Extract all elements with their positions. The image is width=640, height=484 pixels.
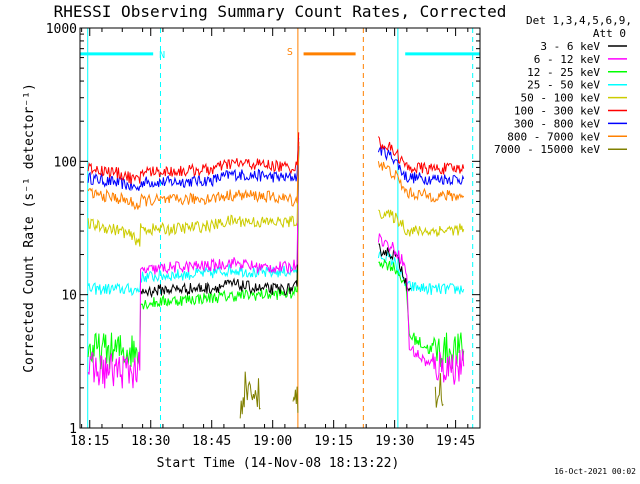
series-trace	[377, 161, 465, 203]
series-trace	[292, 386, 299, 413]
footer-timestamp: 16-Oct-2021 00:02	[554, 467, 636, 476]
x-tick-label: 18:30	[131, 434, 170, 449]
series-trace	[377, 136, 465, 175]
x-tick-label: 18:15	[70, 434, 109, 449]
saa-label: S	[287, 47, 293, 58]
series-trace	[377, 233, 465, 385]
series-trace	[239, 371, 261, 419]
series-trace	[87, 141, 300, 247]
x-tick-label: 18:45	[192, 434, 231, 449]
series-50-100keV	[87, 141, 465, 247]
y-tick-label: 10	[61, 289, 77, 304]
legend-label: 25 - 50 keV	[527, 79, 600, 92]
series-800-7000keV	[87, 141, 465, 211]
series-7000-15000keV	[239, 371, 444, 419]
y-tick-label: 1	[69, 422, 77, 437]
legend-label: 100 - 300 keV	[514, 105, 600, 118]
series-trace	[434, 373, 444, 408]
axes: 18:15 18:30 18:45 19:00 19:15 19:30 19:45 1 10 10…	[46, 22, 480, 449]
series-100-300keV	[87, 132, 465, 184]
legend-label: 3 - 6 keV	[540, 40, 600, 53]
series-6-12keV	[87, 141, 465, 389]
series-trace	[87, 141, 300, 389]
series-trace	[140, 146, 300, 299]
x-axis-label: Start Time (14-Nov-08 18:13:22)	[157, 456, 400, 471]
series-trace	[87, 141, 300, 211]
night-label: N	[159, 50, 165, 61]
series-trace	[87, 146, 300, 297]
legend-label: 50 - 100 keV	[521, 92, 601, 105]
series-trace	[378, 258, 465, 369]
legend-label: 12 - 25 keV	[527, 66, 600, 79]
series-trace	[378, 209, 465, 237]
legend-label: 6 - 12 keV	[534, 53, 601, 66]
y-tick-label: 100	[54, 155, 77, 170]
legend-label: 800 - 7000 keV	[507, 130, 600, 143]
x-tick-label: 19:45	[436, 434, 475, 449]
legend-label: 300 - 800 keV	[514, 117, 600, 130]
series-trace	[377, 145, 465, 186]
y-axis-label: Corrected Count Rate (s⁻¹ detector⁻¹)	[22, 83, 37, 373]
legend-label: 7000 - 15000 keV	[494, 143, 600, 156]
data-series	[87, 132, 465, 419]
series-trace	[87, 146, 300, 370]
legend-header-detectors: Det 1,3,4,5,6,9,	[526, 14, 632, 27]
y-tick-label: 1000	[46, 22, 77, 37]
x-tick-label: 19:15	[314, 434, 353, 449]
legend-header-attenuator: Att 0	[593, 27, 626, 40]
x-tick-label: 19:00	[253, 434, 292, 449]
plot-frame	[79, 27, 481, 429]
series-12-25keV	[87, 146, 465, 370]
chart-title: RHESSI Observing Summary Count Rates, Co…	[54, 2, 507, 21]
series-trace	[87, 132, 300, 184]
series-trace	[87, 137, 300, 192]
x-tick-label: 19:30	[375, 434, 414, 449]
